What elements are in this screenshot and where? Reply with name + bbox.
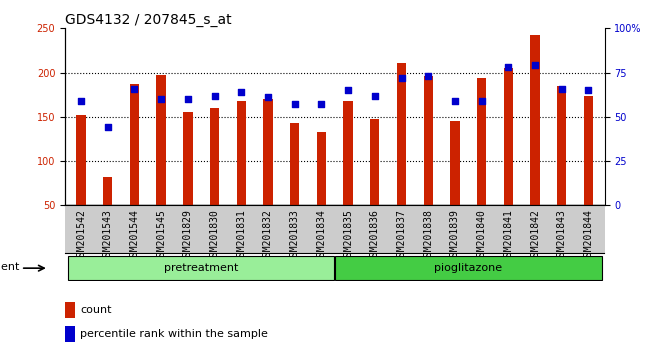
Text: GSM201844: GSM201844 xyxy=(584,209,593,262)
Text: GSM201835: GSM201835 xyxy=(343,209,353,262)
Point xyxy=(423,73,434,79)
Bar xyxy=(343,101,353,205)
Point xyxy=(263,95,273,100)
Bar xyxy=(65,326,75,342)
Bar xyxy=(397,63,406,205)
Bar xyxy=(210,108,219,205)
Point xyxy=(370,93,380,98)
Bar xyxy=(290,123,300,205)
Bar xyxy=(584,97,593,205)
Point xyxy=(156,96,166,102)
Text: GSM201837: GSM201837 xyxy=(396,209,406,262)
Point xyxy=(289,102,300,107)
FancyBboxPatch shape xyxy=(68,256,334,280)
Point xyxy=(236,89,246,95)
Text: GSM201829: GSM201829 xyxy=(183,209,193,262)
Text: agent: agent xyxy=(0,262,20,272)
Text: count: count xyxy=(81,305,112,315)
Text: GSM201839: GSM201839 xyxy=(450,209,460,262)
Text: GSM201843: GSM201843 xyxy=(557,209,567,262)
Text: GSM201830: GSM201830 xyxy=(209,209,220,262)
Point xyxy=(556,86,567,91)
Bar xyxy=(103,177,112,205)
Point xyxy=(476,98,487,104)
Bar xyxy=(424,76,433,205)
Point xyxy=(583,87,593,93)
Bar xyxy=(317,132,326,205)
Point xyxy=(76,98,86,104)
Point xyxy=(343,87,354,93)
Text: GSM201543: GSM201543 xyxy=(103,209,112,262)
Point xyxy=(316,102,326,107)
Bar xyxy=(530,35,540,205)
Bar xyxy=(557,86,566,205)
Bar xyxy=(370,119,380,205)
Bar xyxy=(130,84,139,205)
Text: GSM201545: GSM201545 xyxy=(156,209,166,262)
Text: GSM201836: GSM201836 xyxy=(370,209,380,262)
Text: GSM201841: GSM201841 xyxy=(503,209,514,262)
Text: pioglitazone: pioglitazone xyxy=(434,263,502,273)
Text: GSM201840: GSM201840 xyxy=(476,209,487,262)
Point xyxy=(396,75,407,81)
Bar xyxy=(183,113,192,205)
Text: GSM201542: GSM201542 xyxy=(76,209,86,262)
Bar xyxy=(450,121,460,205)
Point xyxy=(129,86,140,91)
Point xyxy=(503,64,514,70)
Text: GSM201833: GSM201833 xyxy=(290,209,300,262)
Bar xyxy=(237,101,246,205)
Point xyxy=(183,96,193,102)
Text: pretreatment: pretreatment xyxy=(164,263,239,273)
FancyBboxPatch shape xyxy=(335,256,602,280)
Text: percentile rank within the sample: percentile rank within the sample xyxy=(81,329,268,339)
Bar xyxy=(504,68,513,205)
Point xyxy=(530,63,540,68)
Text: GSM201834: GSM201834 xyxy=(317,209,326,262)
Point xyxy=(103,125,113,130)
Bar xyxy=(65,302,75,318)
Text: GSM201842: GSM201842 xyxy=(530,209,540,262)
Point xyxy=(450,98,460,104)
Text: GDS4132 / 207845_s_at: GDS4132 / 207845_s_at xyxy=(65,13,231,27)
Text: GSM201838: GSM201838 xyxy=(423,209,434,262)
Text: GSM201831: GSM201831 xyxy=(236,209,246,262)
Text: GSM201832: GSM201832 xyxy=(263,209,273,262)
Bar xyxy=(157,75,166,205)
Point xyxy=(209,93,220,98)
Bar xyxy=(477,78,486,205)
Bar xyxy=(76,115,86,205)
Text: GSM201544: GSM201544 xyxy=(129,209,140,262)
Bar xyxy=(263,99,272,205)
